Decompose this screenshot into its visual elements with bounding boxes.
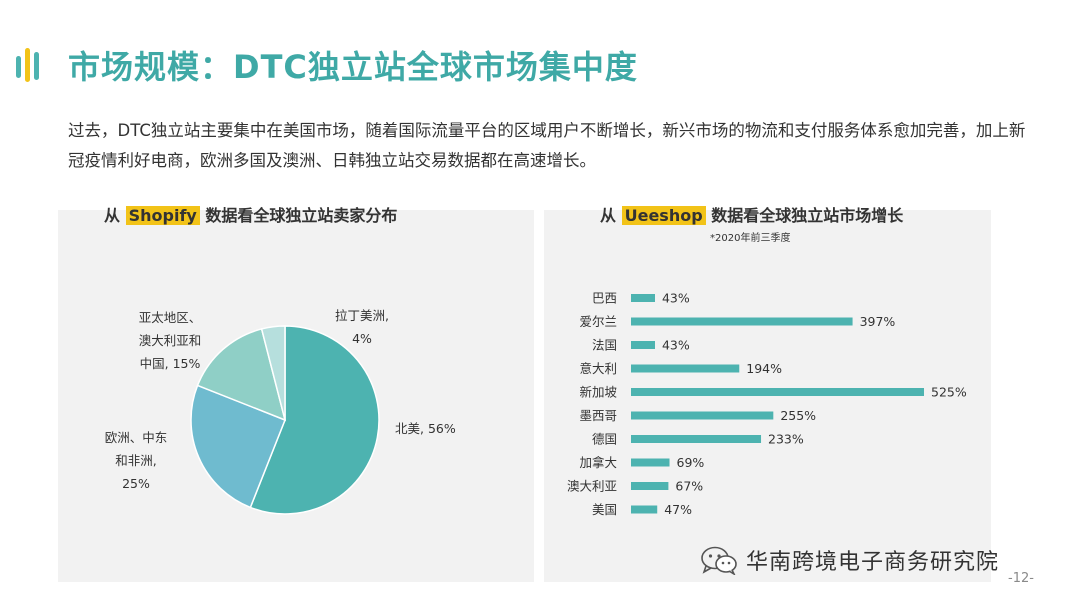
bar-category-label: 新加坡 bbox=[579, 385, 617, 400]
deco-bar bbox=[34, 52, 39, 80]
bar-category-label: 加拿大 bbox=[579, 455, 617, 470]
bar bbox=[631, 294, 655, 302]
bar-value-label: 397% bbox=[860, 314, 896, 329]
bar bbox=[631, 435, 762, 443]
bar-title-suffix: 数据看全球独立站市场增长 bbox=[711, 206, 904, 225]
pie-slice-label: 亚太地区、澳大利亚和中国, 15% bbox=[139, 310, 202, 371]
bar-value-label: 43% bbox=[662, 338, 690, 353]
bar-value-label: 47% bbox=[664, 502, 692, 517]
deco-bar bbox=[25, 48, 30, 82]
pie-slice-label: 拉丁美洲, 4% bbox=[335, 308, 389, 346]
bar-value-label: 194% bbox=[746, 361, 782, 376]
bar-category-label: 意大利 bbox=[579, 361, 617, 376]
pie-slice bbox=[190, 384, 286, 509]
pie-title-highlight: Shopify bbox=[125, 206, 200, 225]
bar bbox=[631, 364, 740, 373]
bar-category-label: 德国 bbox=[592, 432, 617, 447]
bar bbox=[631, 458, 670, 467]
pie-chart-title: 从 Shopify 数据看全球独立站卖家分布 bbox=[104, 202, 397, 226]
bar-category-label: 爱尔兰 bbox=[579, 314, 617, 329]
footer-text: 华南跨境电子商务研究院 bbox=[746, 550, 1000, 575]
bar bbox=[631, 505, 658, 514]
page-number: -12- bbox=[1008, 571, 1034, 586]
pie-slice bbox=[196, 328, 287, 422]
pie-slice bbox=[249, 325, 380, 515]
bar-chart-title: 从 Ueeshop 数据看全球独立站市场增长 bbox=[600, 202, 903, 226]
deco-bar bbox=[16, 56, 21, 78]
bar-chart-note: *2020年前三季度 bbox=[710, 233, 791, 244]
bar-value-label: 255% bbox=[780, 408, 816, 423]
bar-value-label: 43% bbox=[662, 291, 690, 306]
bar-category-label: 墨西哥 bbox=[579, 408, 617, 423]
footer-brand: 华南跨境电子商务研究院 bbox=[700, 540, 999, 580]
wechat-icon bbox=[701, 546, 737, 575]
title-decoration bbox=[16, 44, 46, 86]
bar-value-label: 69% bbox=[677, 455, 705, 470]
page-title: 市场规模：DTC独立站全球市场集中度 bbox=[68, 48, 638, 86]
pie-title-suffix: 数据看全球独立站卖家分布 bbox=[205, 206, 398, 225]
bar-category-label: 法国 bbox=[592, 338, 617, 353]
bar bbox=[631, 388, 924, 396]
bar-title-prefix: 从 bbox=[600, 206, 617, 225]
pie-title-prefix: 从 bbox=[104, 206, 121, 225]
bar-value-label: 233% bbox=[768, 432, 804, 447]
bar bbox=[631, 482, 669, 490]
bar bbox=[631, 411, 774, 420]
bar-category-label: 美国 bbox=[592, 502, 617, 517]
pie-chart: 北美, 56% 欧洲、中东和非洲, 25% 亚太地区、澳大利亚和中国, 15% 拉丁美洲… bbox=[105, 308, 456, 515]
pie-slice-label: 北美, 56% bbox=[395, 421, 456, 436]
pie-slice-label: 欧洲、中东和非洲, 25% bbox=[105, 430, 168, 491]
bar bbox=[631, 341, 655, 349]
bar bbox=[631, 317, 853, 326]
bar-title-highlight: Ueeshop bbox=[621, 206, 706, 225]
bar-value-label: 67% bbox=[675, 479, 703, 494]
bar-category-label: 巴西 bbox=[592, 291, 617, 306]
pie-slice bbox=[260, 325, 286, 421]
bar-category-label: 澳大利亚 bbox=[567, 479, 617, 494]
bar-value-label: 525% bbox=[931, 385, 967, 400]
intro-paragraph: 过去，DTC独立站主要集中在美国市场，随着国际流量平台的区域用户不断增长，新兴市… bbox=[68, 121, 1026, 170]
